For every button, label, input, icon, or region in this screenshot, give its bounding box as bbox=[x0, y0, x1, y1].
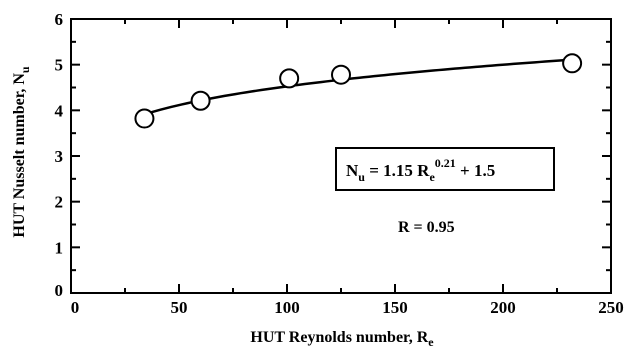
y-tick-label: 0 bbox=[55, 281, 64, 300]
x-tick-label: 250 bbox=[598, 298, 624, 317]
y-tick-label: 3 bbox=[55, 147, 64, 166]
data-point bbox=[331, 64, 351, 85]
x-tick-label: 0 bbox=[71, 298, 80, 317]
r-value-annotation: R = 0.95 bbox=[398, 219, 455, 236]
x-tick-label: 50 bbox=[171, 298, 188, 317]
y-tick-label: 2 bbox=[55, 193, 64, 212]
data-points bbox=[134, 53, 583, 129]
data-point bbox=[190, 90, 211, 111]
fit-curve bbox=[144, 58, 573, 116]
data-point bbox=[134, 108, 155, 129]
y-tick-label: 6 bbox=[55, 10, 64, 29]
y-tick-label: 5 bbox=[55, 56, 64, 75]
equation-text: Nu = 1.15 Re0.21 + 1.5 bbox=[346, 156, 495, 184]
x-tick-label: 150 bbox=[382, 298, 408, 317]
equation-box: Nu = 1.15 Re0.21 + 1.5 bbox=[335, 147, 555, 191]
plot-area-frame bbox=[70, 18, 612, 294]
data-point bbox=[562, 53, 583, 74]
y-tick-label: 4 bbox=[55, 101, 64, 120]
y-tick-label: 1 bbox=[55, 238, 64, 257]
x-axis-title: HUT Reynolds number, Re bbox=[250, 329, 434, 349]
data-point bbox=[279, 68, 300, 89]
y-axis-title: HUT Nusselt number, Nu bbox=[11, 66, 32, 237]
x-tick-label: 100 bbox=[274, 298, 300, 317]
tick-labels: 0 50 100 150 200 250 0 1 2 3 4 5 6 bbox=[55, 10, 624, 317]
x-tick-label: 200 bbox=[490, 298, 516, 317]
